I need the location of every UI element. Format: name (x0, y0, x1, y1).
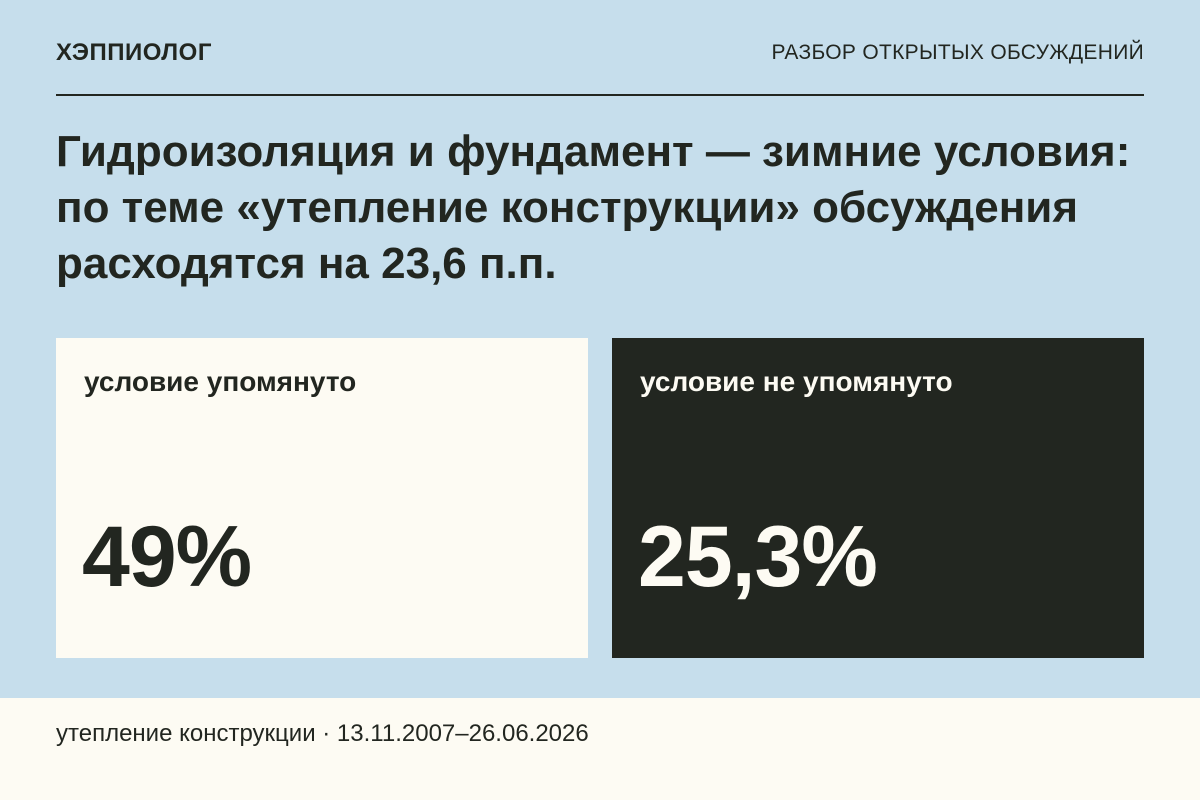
card-mentioned-value: 49% (82, 509, 252, 605)
footer: утепление конструкции · 13.11.2007–26.06… (0, 698, 1200, 800)
card-not-mentioned-label: условие не упомянуто (640, 366, 953, 397)
card-mentioned-label: условие упомянуто (84, 366, 357, 397)
footer-topic-and-dates: утепление конструкции · 13.11.2007–26.06… (56, 720, 589, 747)
card-mentioned: условие упомянуто 49% (56, 338, 588, 658)
headline: Гидроизоляция и фундамент — зимние услов… (56, 127, 1131, 288)
brand-logo-text: ХЭППИОЛОГ (56, 39, 212, 66)
card-not-mentioned-value: 25,3% (638, 509, 878, 605)
section-title: РАЗБОР ОТКРЫТЫХ ОБСУЖДЕНИЙ (771, 41, 1144, 64)
header: ХЭППИОЛОГ РАЗБОР ОТКРЫТЫХ ОБСУЖДЕНИЙ (56, 36, 1144, 96)
card-not-mentioned: условие не упомянуто 25,3% (612, 338, 1144, 658)
